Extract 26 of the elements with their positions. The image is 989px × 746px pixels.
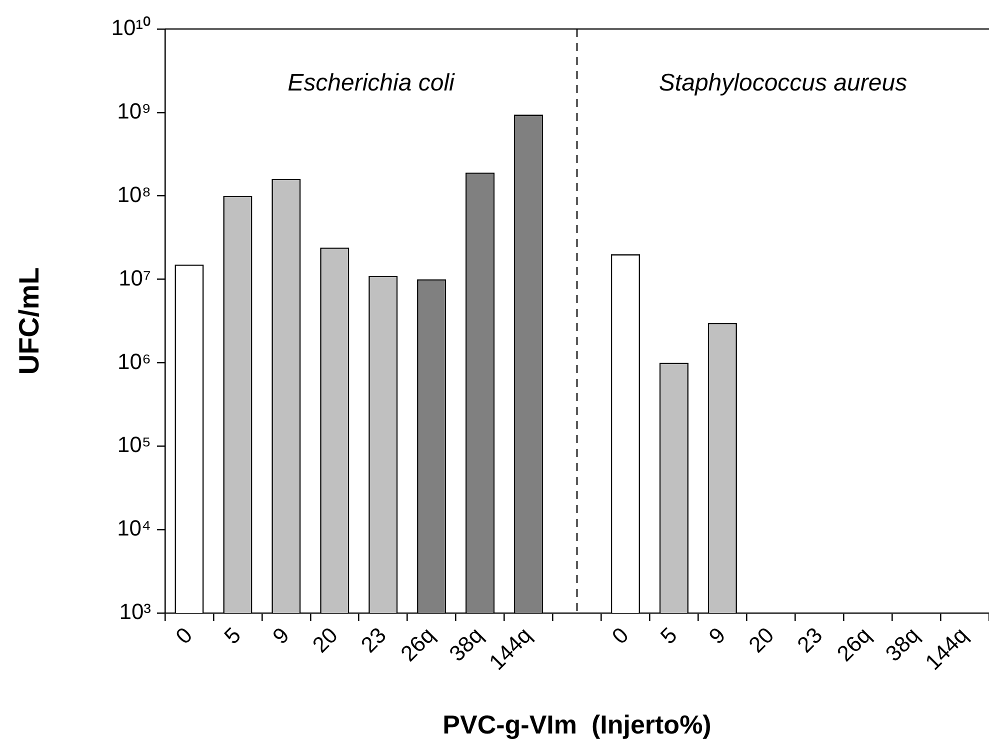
x-axis-title: PVC-g-VIm (Injerto%): [442, 710, 712, 740]
x-tick-label: 23: [356, 622, 391, 658]
x-tick-label: 9: [268, 622, 294, 649]
x-tick-label: 38q: [444, 622, 488, 666]
x-tick-label: 0: [170, 622, 198, 649]
y-tick-label: 10⁷: [118, 265, 152, 290]
x-tick-label: 5: [655, 622, 682, 649]
x-tick-label: 5: [219, 622, 246, 649]
x-tick-label: 38q: [880, 622, 924, 666]
annotation: Staphylococcus aureus: [658, 70, 908, 97]
y-tick-label: 10⁶: [117, 348, 151, 374]
x-tick-label: 26q: [832, 622, 876, 666]
y-axis-title: UFC/mL: [14, 267, 45, 375]
y-tick-label: 10⁵: [117, 432, 151, 458]
annotation: Escherichia coli: [288, 70, 456, 97]
y-tick-label: 10³: [119, 599, 151, 624]
y-tick-label: 10⁹: [117, 98, 151, 124]
y-tick-label: 10⁸: [117, 182, 151, 207]
x-tick-label: 26q: [396, 622, 440, 666]
x-tick-label: 9: [704, 622, 730, 649]
x-tick-label: 0: [606, 622, 634, 649]
x-tick-label: 23: [792, 622, 828, 658]
x-tick-label: 20: [307, 622, 342, 658]
y-tick-label: 10¹⁰: [111, 15, 151, 40]
x-tick-label: 20: [744, 622, 779, 658]
y-tick-label: 10⁴: [117, 516, 151, 541]
